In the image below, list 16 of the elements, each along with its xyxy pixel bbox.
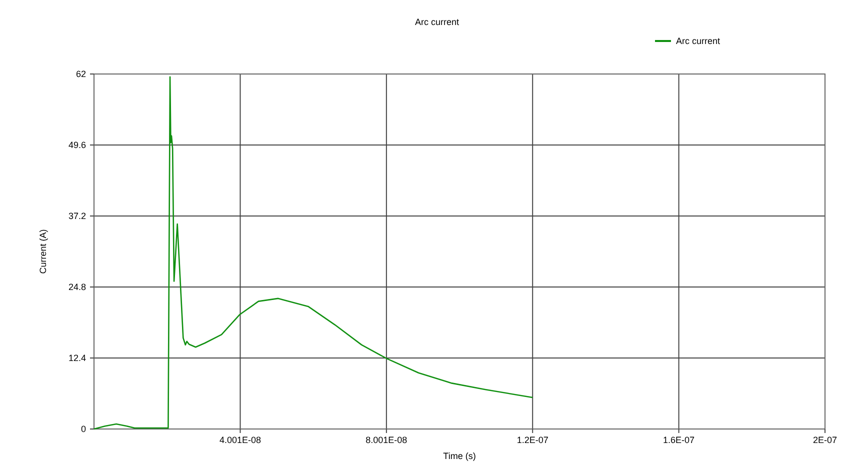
x-tick-label: 2E-07 — [812, 435, 838, 445]
x-tick-label: 1.2E-07 — [516, 435, 548, 445]
y-tick-label: 0 — [80, 424, 86, 434]
legend-label: Arc current — [676, 36, 721, 46]
x-tick-label: 8.001E-08 — [366, 435, 408, 445]
x-axis-title: Time (s) — [443, 451, 476, 461]
chart-title: Arc current — [414, 17, 460, 27]
y-tick-label: 37.2 — [68, 211, 86, 221]
x-tick-label: 1.6E-07 — [663, 435, 695, 445]
y-axis-title: Current (A) — [38, 229, 48, 274]
x-tick-label: 4.001E-08 — [219, 435, 262, 445]
y-tick-label: 49.6 — [68, 140, 86, 150]
y-tick-label: 12.4 — [68, 353, 86, 363]
y-tick-label: 24.8 — [68, 282, 86, 292]
line-series — [93, 76, 534, 430]
y-tick-label: 62 — [76, 69, 86, 79]
